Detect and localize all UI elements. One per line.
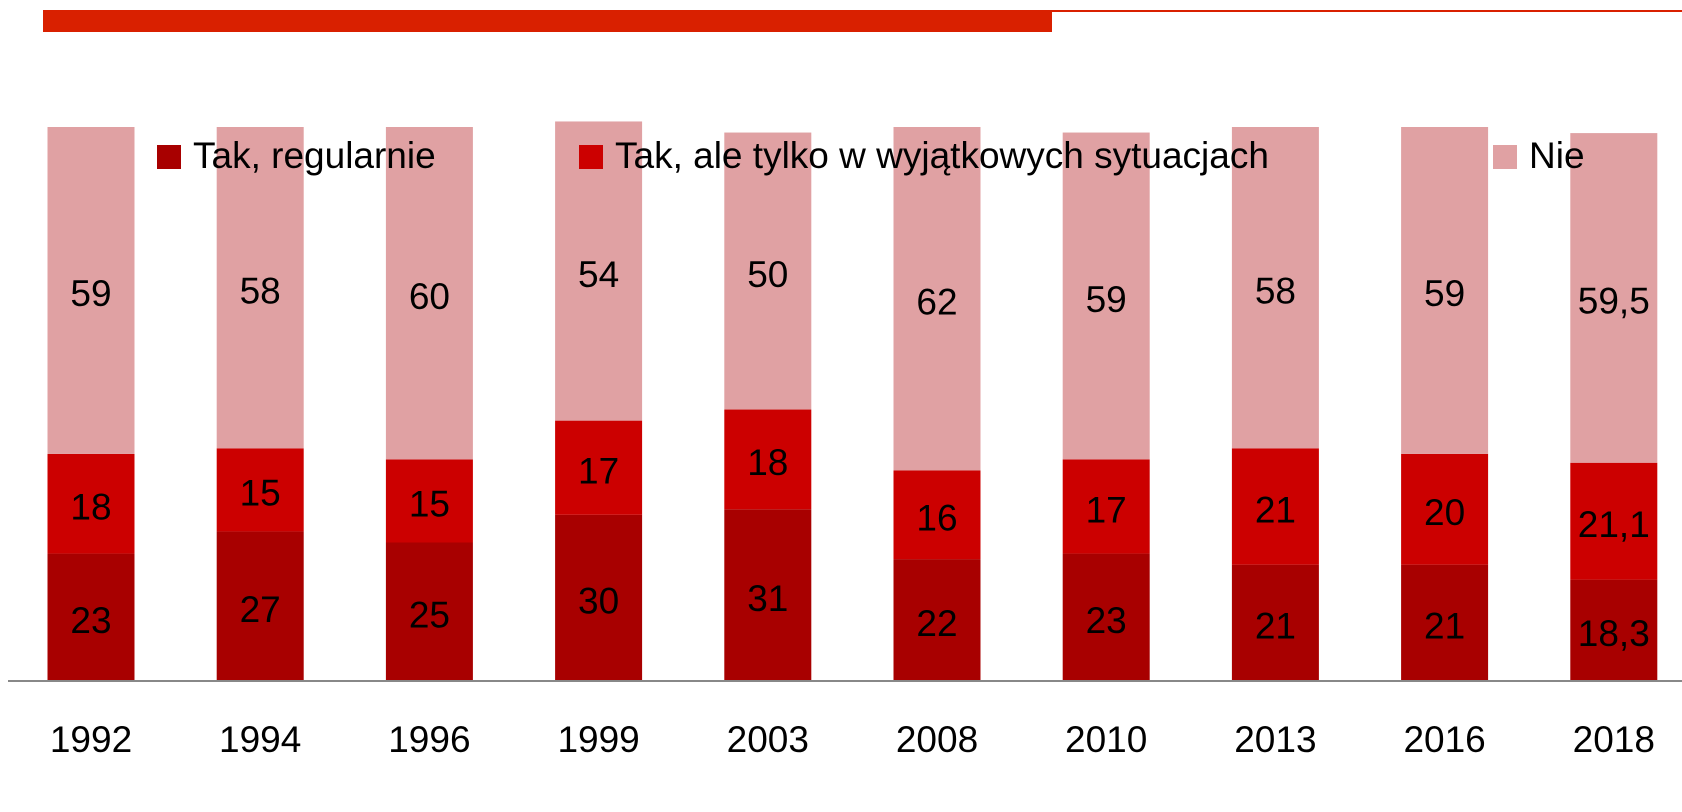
bar-segment bbox=[47, 453, 135, 554]
data-label: 16 bbox=[916, 498, 957, 539]
bar-segment bbox=[555, 514, 643, 681]
data-label: 17 bbox=[578, 450, 619, 491]
bar-segment bbox=[1401, 453, 1489, 565]
data-label: 27 bbox=[240, 589, 281, 630]
x-tick-label: 2013 bbox=[1234, 719, 1316, 760]
bar-segment bbox=[216, 531, 304, 681]
bar-segment bbox=[1570, 579, 1658, 681]
bar-segment bbox=[1401, 564, 1489, 681]
x-tick-label: 1996 bbox=[388, 719, 470, 760]
data-label: 58 bbox=[1255, 270, 1296, 311]
legend-swatch bbox=[157, 145, 181, 169]
data-label: 22 bbox=[916, 603, 957, 644]
data-label: 30 bbox=[578, 581, 619, 622]
data-label: 50 bbox=[747, 254, 788, 295]
bar-segment bbox=[216, 448, 304, 532]
legend-label: Tak, regularnie bbox=[193, 135, 436, 176]
data-label: 20 bbox=[1424, 492, 1465, 533]
bar-segment bbox=[1401, 127, 1489, 454]
bar-segment bbox=[724, 509, 812, 681]
bar-segment bbox=[1570, 462, 1658, 580]
bar-segment bbox=[555, 121, 643, 421]
bar-segment bbox=[893, 559, 981, 681]
data-label: 21 bbox=[1424, 606, 1465, 647]
bar-segment bbox=[1062, 553, 1150, 681]
legend-label: Tak, ale tylko w wyjątkowych sytuacjach bbox=[615, 135, 1269, 176]
x-tick-label: 2016 bbox=[1403, 719, 1485, 760]
x-tick-label: 1994 bbox=[219, 719, 301, 760]
data-label: 59 bbox=[1424, 273, 1465, 314]
data-label: 59,5 bbox=[1578, 281, 1650, 322]
bars: 23 18 59 27 15 58 25 15 60 30 17 54 31 18 50 22 16 62 23 17… bbox=[47, 121, 1658, 681]
bar-segment bbox=[893, 127, 981, 471]
bar-segment bbox=[1231, 127, 1319, 449]
legend-label: Nie bbox=[1529, 135, 1585, 176]
data-label: 25 bbox=[409, 595, 450, 636]
data-label: 21 bbox=[1255, 606, 1296, 647]
x-tick-label: 2018 bbox=[1573, 719, 1655, 760]
x-tick-label: 1999 bbox=[557, 719, 639, 760]
data-label: 62 bbox=[916, 282, 957, 323]
legend: Tak, regularnie Tak, ale tylko w wyjątkow… bbox=[157, 135, 1585, 176]
header-bar bbox=[43, 10, 1052, 32]
bar-segment bbox=[893, 470, 981, 560]
bar-segment bbox=[385, 459, 473, 543]
data-label: 23 bbox=[1086, 600, 1127, 641]
bar-segment bbox=[1231, 564, 1319, 681]
bar-segment bbox=[47, 553, 135, 681]
data-label: 59 bbox=[70, 273, 111, 314]
x-tick-label: 2010 bbox=[1065, 719, 1147, 760]
data-label: 23 bbox=[70, 600, 111, 641]
x-tick-label: 2003 bbox=[727, 719, 809, 760]
bar-segment bbox=[385, 542, 473, 681]
legend-swatch bbox=[1493, 145, 1517, 169]
data-label: 60 bbox=[409, 276, 450, 317]
bar-segment bbox=[385, 127, 473, 460]
bar-segment bbox=[724, 409, 812, 510]
data-label: 54 bbox=[578, 254, 619, 295]
bar-segment bbox=[216, 127, 304, 449]
bar-segment bbox=[1570, 133, 1658, 463]
bar-segment bbox=[1062, 459, 1150, 554]
bar-segment bbox=[47, 127, 135, 454]
data-label: 15 bbox=[240, 473, 281, 514]
x-tick-label: 2008 bbox=[896, 719, 978, 760]
bar-segment bbox=[1062, 132, 1150, 460]
bar-segment bbox=[555, 420, 643, 515]
data-label: 18 bbox=[70, 487, 111, 528]
data-label: 15 bbox=[409, 484, 450, 525]
data-label: 21 bbox=[1255, 489, 1296, 530]
data-label: 58 bbox=[240, 270, 281, 311]
x-tick-label: 1992 bbox=[50, 719, 132, 760]
data-label: 18,3 bbox=[1578, 613, 1650, 654]
data-label: 59 bbox=[1086, 279, 1127, 320]
data-label: 17 bbox=[1086, 489, 1127, 530]
data-label: 21,1 bbox=[1578, 504, 1650, 545]
bar-segment bbox=[724, 132, 812, 410]
legend-swatch bbox=[579, 145, 603, 169]
bar-segment bbox=[1231, 448, 1319, 565]
data-label: 18 bbox=[747, 442, 788, 483]
data-label: 31 bbox=[747, 578, 788, 619]
